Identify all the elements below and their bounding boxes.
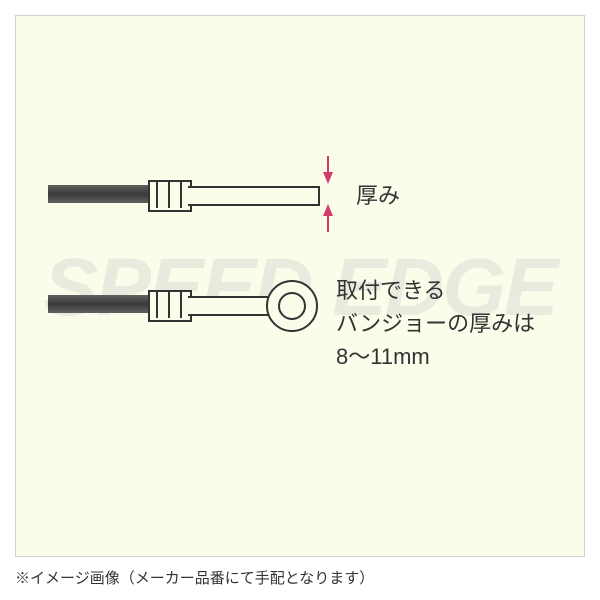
- spec-line1: 取付できる: [336, 278, 446, 303]
- bottom-cable: [48, 295, 148, 313]
- top-shaft: [188, 186, 320, 206]
- technical-diagram: 厚み 取付できる バンジョーの厚みは 8〜11mm: [16, 16, 584, 556]
- ridge: [180, 290, 182, 318]
- bottom-crimp: [148, 290, 192, 322]
- ridge: [168, 290, 170, 318]
- ridge: [156, 180, 158, 208]
- spec-line2: バンジョーの厚みは: [336, 311, 535, 336]
- footer-note: ※イメージ画像（メーカー品番にて手配となります）: [15, 567, 374, 588]
- diagram-frame: SPEED EDGE 厚み 取付できる バンジョーの厚みは 8〜11mm: [15, 15, 585, 557]
- top-crimp: [148, 180, 192, 212]
- arrow-head-down-icon: [323, 172, 333, 184]
- ridge: [180, 180, 182, 208]
- thickness-label: 厚み: [356, 179, 400, 212]
- ridge: [168, 180, 170, 208]
- banjo-ring-inner: [278, 292, 306, 320]
- spec-label: 取付できる バンジョーの厚みは 8〜11mm: [336, 274, 535, 373]
- spec-line3: 8〜11mm: [336, 344, 430, 369]
- bottom-shaft: [188, 296, 270, 316]
- top-cable: [48, 185, 148, 203]
- thickness-arrow-bottom: [327, 214, 329, 232]
- ridge: [156, 290, 158, 318]
